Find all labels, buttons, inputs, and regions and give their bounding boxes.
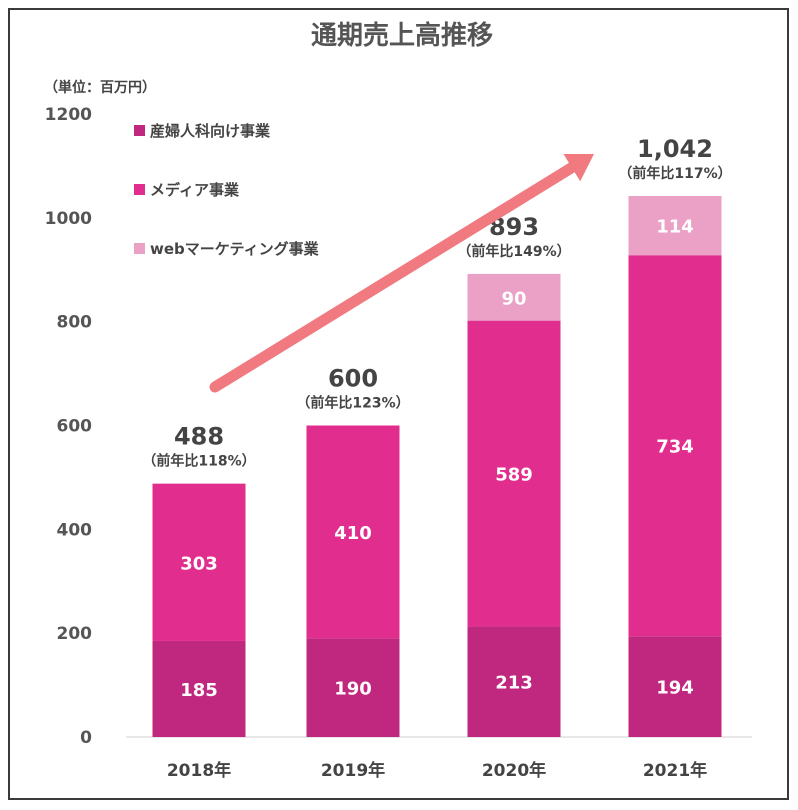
y-axis-unit-label: （単位：百万円） <box>44 79 156 96</box>
bar-total-label: 488 <box>174 423 224 451</box>
bar-value-label: 190 <box>334 679 372 700</box>
bar-segment <box>467 273 561 321</box>
x-tick-label: 2018年 <box>167 760 231 781</box>
legend-label: webマーケティング事業 <box>150 240 320 258</box>
bar-value-label: 213 <box>495 673 533 694</box>
x-axis-ticks: 2018年 2019年 2020年 2021年 <box>167 760 707 781</box>
y-tick-label: 600 <box>57 417 93 437</box>
sales-chart: 通期売上高推移 （単位：百万円） 0 200 400 600 800 1000 1200 1… <box>44 20 752 781</box>
bar-growth-label: （前年比149%） <box>457 243 570 260</box>
legend-label: メディア事業 <box>150 181 240 199</box>
legend-swatch <box>134 243 145 254</box>
bar-growth-label: （前年比117%） <box>618 165 731 182</box>
trend-arrow-shaft <box>209 162 578 393</box>
y-tick-label: 800 <box>57 313 93 333</box>
bar-value-label: 90 <box>501 288 526 309</box>
y-tick-label: 1200 <box>45 105 92 125</box>
bar-value-label: 589 <box>495 465 533 486</box>
y-tick-label: 400 <box>57 520 93 540</box>
bar-value-label: 194 <box>656 678 694 699</box>
bar-total-label: 600 <box>328 365 378 393</box>
bar-value-label: 114 <box>656 217 694 238</box>
y-tick-label: 1000 <box>45 209 92 229</box>
y-axis-ticks: 0 200 400 600 800 1000 1200 <box>45 105 92 748</box>
x-tick-label: 2019年 <box>321 760 385 781</box>
legend-label: 産婦人科向け事業 <box>150 122 271 140</box>
bar-segment <box>628 196 722 256</box>
bars: 185 303 488 （前年比118%） 190 410 600 （前年比123%） 213 5… <box>142 135 732 737</box>
bar-value-label: 303 <box>180 553 218 574</box>
x-tick-label: 2021年 <box>643 760 707 781</box>
trend-arrow-head <box>563 153 594 182</box>
y-tick-label: 200 <box>57 624 93 644</box>
trend-arrow <box>209 153 594 393</box>
chart-title: 通期売上高推移 <box>311 20 493 51</box>
bar-segment <box>628 255 722 637</box>
chart-frame: 通期売上高推移 （単位：百万円） 0 200 400 600 800 1000 1200 1… <box>8 8 789 800</box>
bar-segment <box>306 638 400 737</box>
bar-segment <box>467 626 561 737</box>
bar-growth-label: （前年比118%） <box>142 453 255 470</box>
bar-growth-label: （前年比123%） <box>296 395 409 412</box>
x-tick-label: 2020年 <box>482 760 546 781</box>
bar-segment <box>467 320 561 627</box>
bar-value-label: 734 <box>656 437 694 458</box>
y-tick-label: 0 <box>80 728 92 748</box>
bar-segment <box>628 636 722 737</box>
bar-segment <box>152 483 246 641</box>
bar-value-label: 185 <box>180 680 218 701</box>
bar-total-label: 1,042 <box>637 135 713 163</box>
bar-segment <box>306 425 400 639</box>
legend-swatch <box>134 125 145 136</box>
legend-swatch <box>134 184 145 195</box>
bar-segment <box>152 640 246 737</box>
bar-value-label: 410 <box>334 523 372 544</box>
